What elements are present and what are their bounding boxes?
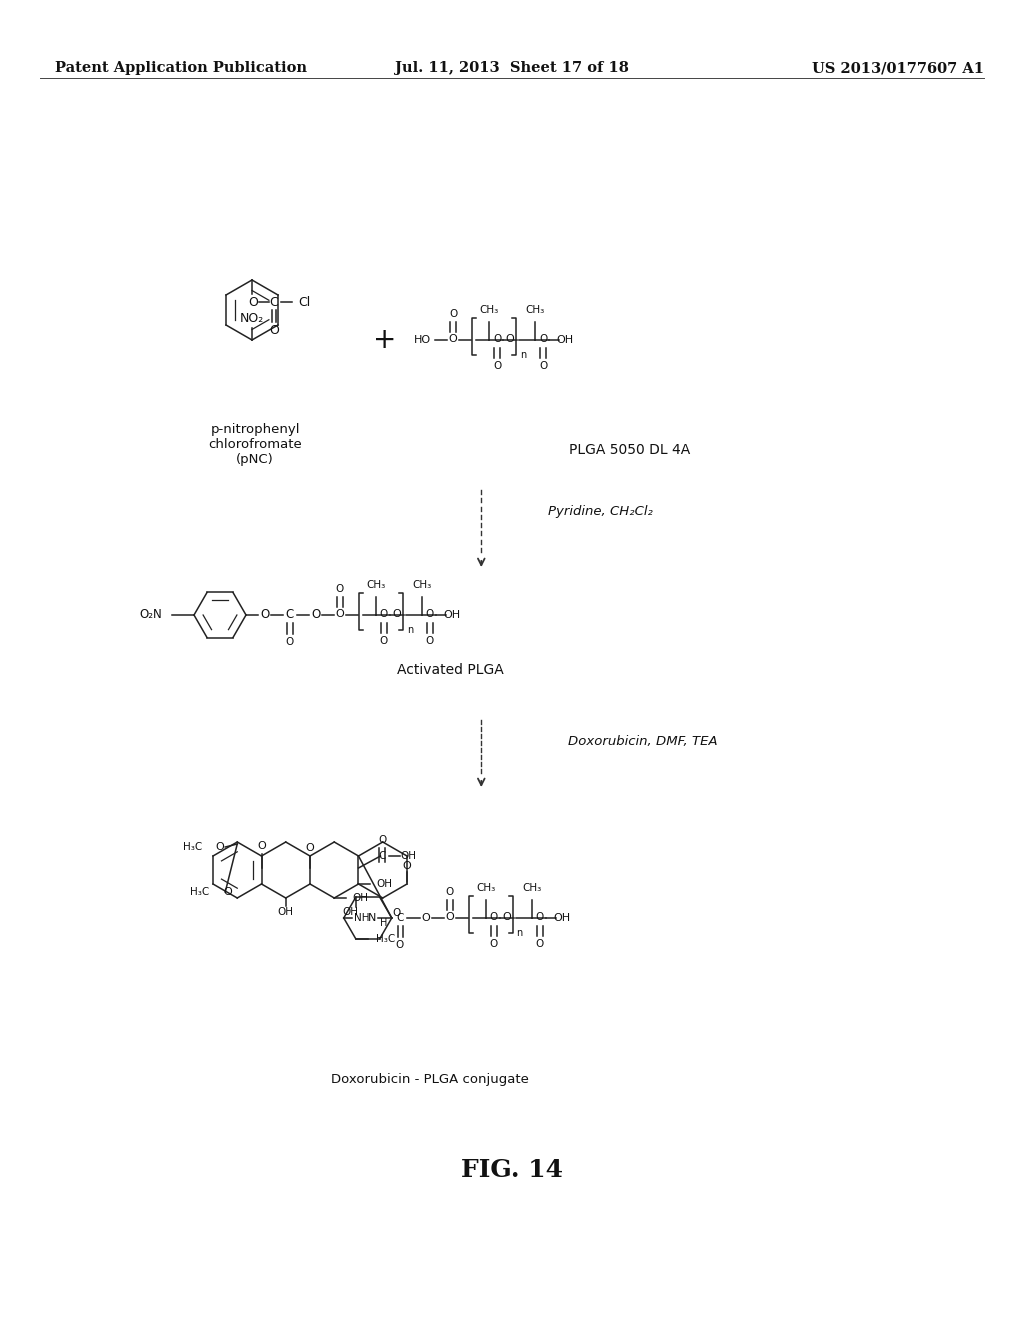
Text: OH: OH bbox=[352, 894, 369, 903]
Text: O: O bbox=[539, 360, 547, 371]
Text: O: O bbox=[449, 309, 457, 319]
Text: O: O bbox=[269, 325, 279, 338]
Text: Patent Application Publication: Patent Application Publication bbox=[55, 61, 307, 75]
Text: PLGA 5050 DL 4A: PLGA 5050 DL 4A bbox=[569, 444, 690, 457]
Text: O: O bbox=[380, 609, 388, 619]
Text: OH: OH bbox=[443, 610, 461, 620]
Text: n: n bbox=[407, 624, 413, 635]
Text: O: O bbox=[336, 583, 344, 594]
Text: n: n bbox=[517, 928, 523, 939]
Text: O: O bbox=[506, 334, 514, 345]
Text: O: O bbox=[493, 334, 501, 345]
Text: FIG. 14: FIG. 14 bbox=[461, 1158, 563, 1181]
Text: O: O bbox=[426, 609, 434, 619]
Text: n: n bbox=[520, 350, 526, 360]
Text: C: C bbox=[286, 609, 294, 622]
Text: O: O bbox=[489, 939, 498, 949]
Text: Pyridine, CH₂Cl₂: Pyridine, CH₂Cl₂ bbox=[548, 506, 652, 519]
Text: O: O bbox=[489, 912, 498, 921]
Text: NH: NH bbox=[353, 913, 370, 923]
Text: US 2013/0177607 A1: US 2013/0177607 A1 bbox=[812, 61, 984, 75]
Text: O: O bbox=[402, 861, 412, 871]
Text: O₂N: O₂N bbox=[139, 609, 162, 622]
Text: O: O bbox=[445, 912, 454, 921]
Text: O: O bbox=[426, 636, 434, 645]
Text: H₃C: H₃C bbox=[183, 842, 203, 851]
Text: N: N bbox=[368, 913, 376, 923]
Text: CH₃: CH₃ bbox=[479, 305, 499, 315]
Text: O: O bbox=[305, 843, 314, 853]
Text: O: O bbox=[223, 887, 231, 898]
Text: OH: OH bbox=[553, 913, 570, 923]
Text: Doxorubicin, DMF, TEA: Doxorubicin, DMF, TEA bbox=[568, 735, 718, 748]
Text: O: O bbox=[392, 609, 401, 619]
Text: CH₃: CH₃ bbox=[525, 305, 545, 315]
Text: O: O bbox=[336, 609, 344, 619]
Text: O: O bbox=[257, 841, 266, 851]
Text: OH: OH bbox=[556, 335, 573, 345]
Text: O: O bbox=[392, 908, 400, 917]
Text: OH: OH bbox=[377, 879, 392, 888]
Text: O: O bbox=[503, 912, 511, 921]
Text: O: O bbox=[493, 360, 501, 371]
Text: C: C bbox=[379, 851, 386, 861]
Text: H: H bbox=[380, 917, 387, 928]
Text: O: O bbox=[421, 913, 430, 923]
Text: H₃C: H₃C bbox=[190, 887, 209, 898]
Text: OH: OH bbox=[400, 851, 417, 861]
Text: p-nitrophenyl: p-nitrophenyl bbox=[210, 424, 300, 437]
Text: O: O bbox=[536, 939, 544, 949]
Text: O: O bbox=[286, 638, 294, 647]
Text: O: O bbox=[248, 296, 258, 309]
Text: (pNC): (pNC) bbox=[237, 454, 273, 466]
Text: HO: HO bbox=[414, 335, 431, 345]
Text: CH₃: CH₃ bbox=[476, 883, 496, 894]
Text: C: C bbox=[396, 913, 403, 923]
Text: O: O bbox=[379, 836, 387, 845]
Text: Activated PLGA: Activated PLGA bbox=[396, 663, 504, 677]
Text: O: O bbox=[449, 334, 458, 345]
Text: OH: OH bbox=[343, 907, 358, 917]
Text: Jul. 11, 2013  Sheet 17 of 18: Jul. 11, 2013 Sheet 17 of 18 bbox=[395, 61, 629, 75]
Text: CH₃: CH₃ bbox=[413, 579, 432, 590]
Text: O: O bbox=[536, 912, 544, 921]
Text: O: O bbox=[260, 609, 269, 622]
Text: C: C bbox=[269, 296, 279, 309]
Text: chlorofromate: chlorofromate bbox=[208, 438, 302, 451]
Text: CH₃: CH₃ bbox=[367, 579, 386, 590]
Text: O: O bbox=[539, 334, 547, 345]
Text: NO₂: NO₂ bbox=[240, 312, 264, 325]
Text: O: O bbox=[380, 636, 388, 645]
Text: +: + bbox=[374, 326, 396, 354]
Text: CH₃: CH₃ bbox=[522, 883, 542, 894]
Text: O: O bbox=[311, 609, 321, 622]
Text: OH: OH bbox=[278, 907, 294, 917]
Text: O: O bbox=[445, 887, 454, 898]
Text: Doxorubicin - PLGA conjugate: Doxorubicin - PLGA conjugate bbox=[331, 1073, 529, 1086]
Text: O: O bbox=[215, 842, 223, 851]
Text: H₃C: H₃C bbox=[376, 933, 395, 944]
Text: Cl: Cl bbox=[298, 296, 310, 309]
Text: O: O bbox=[395, 940, 403, 950]
